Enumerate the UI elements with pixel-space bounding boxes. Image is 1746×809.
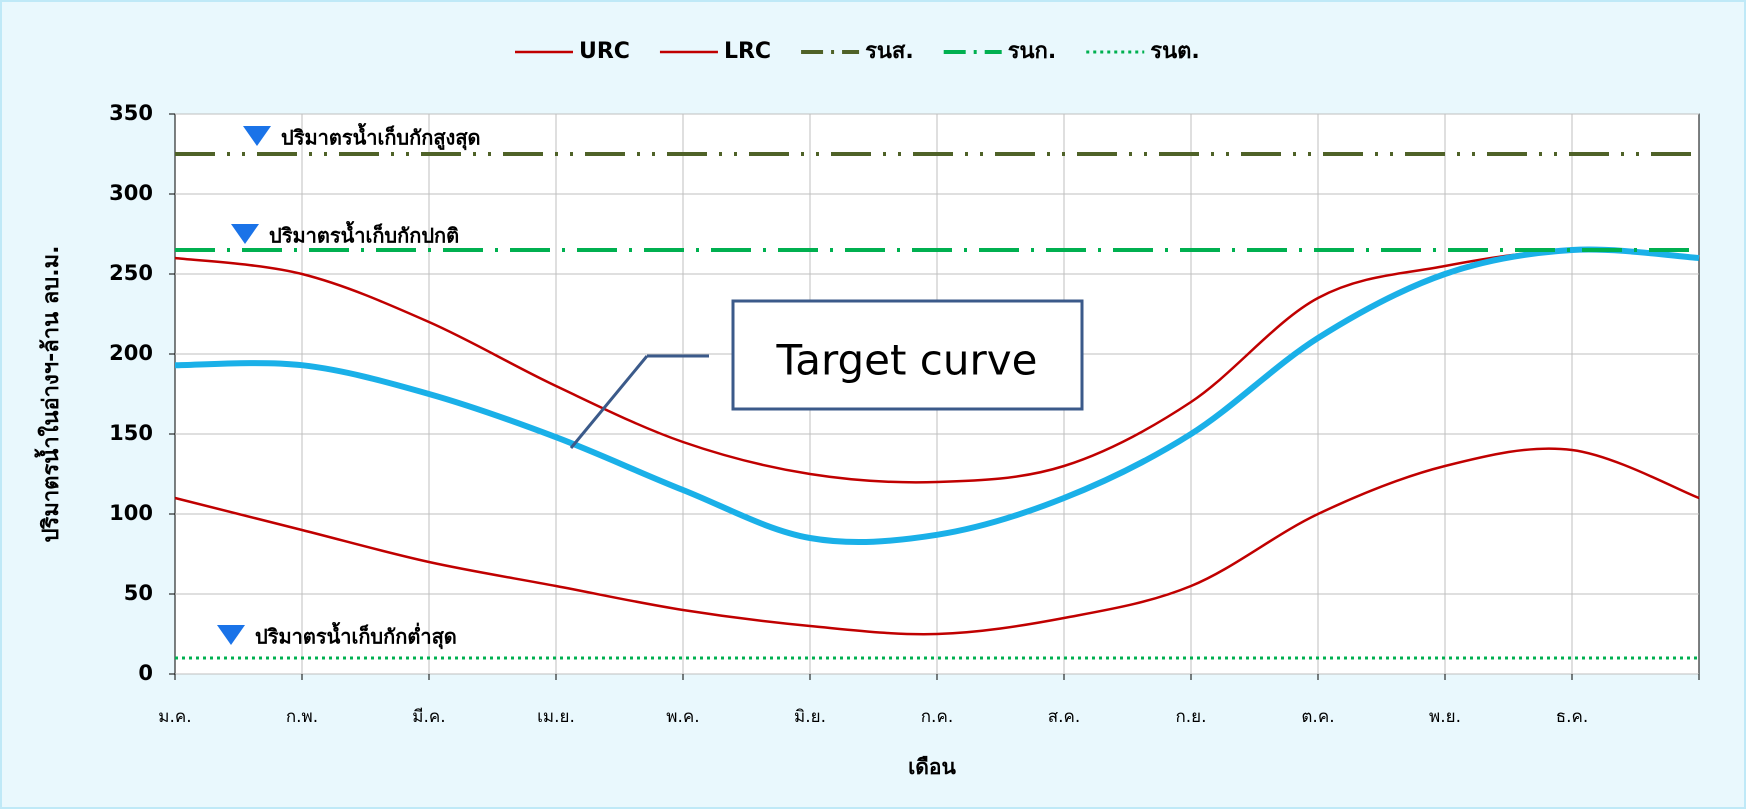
legend-label: URC bbox=[579, 39, 630, 64]
callout-leader bbox=[569, 355, 649, 449]
series-line bbox=[174, 447, 1700, 636]
y-axis-label: ปริมาตรน้ำในอ่างฯ-ล้าน ลบ.ม. bbox=[34, 246, 64, 543]
series-line bbox=[174, 246, 1700, 545]
x-tick-label: ม.ค. bbox=[158, 707, 191, 727]
y-tick-label: 50 bbox=[124, 581, 153, 605]
marker-triangle bbox=[243, 126, 271, 146]
x-tick-label: ก.พ. bbox=[286, 707, 318, 727]
y-tick-label: 300 bbox=[109, 181, 153, 205]
y-tick-label: 200 bbox=[109, 341, 153, 365]
callout-box bbox=[731, 299, 1084, 411]
annotation: ปริมาตรน้ำเก็บกักปกติ bbox=[269, 221, 459, 248]
x-axis-label: เดือน bbox=[908, 755, 956, 779]
x-tick-label: ส.ค. bbox=[1048, 707, 1081, 727]
legend-label: รนก. bbox=[1008, 39, 1057, 64]
x-tick-label: พ.ค. bbox=[666, 707, 699, 727]
marker-triangle bbox=[217, 625, 245, 645]
x-tick-label: พ.ย. bbox=[1429, 707, 1461, 727]
legend-label: รนส. bbox=[865, 39, 914, 64]
y-tick-label: 100 bbox=[109, 501, 153, 525]
marker-triangle bbox=[231, 224, 259, 244]
x-tick-label: ต.ค. bbox=[1301, 707, 1334, 727]
series-line bbox=[174, 248, 1700, 484]
y-tick-label: 350 bbox=[109, 101, 153, 125]
legend-label: รนต. bbox=[1150, 39, 1200, 64]
callout-text: Target curve bbox=[776, 336, 1038, 385]
y-tick-label: 250 bbox=[109, 261, 153, 285]
x-tick-label: มี.ค. bbox=[412, 707, 445, 727]
legend: URC LRC รนส. รนก. รนต. bbox=[515, 39, 1200, 64]
y-tick-label: 150 bbox=[109, 421, 153, 445]
lines bbox=[174, 152, 1700, 660]
annotation: ปริมาตรน้ำเก็บกักต่ำสุด bbox=[255, 622, 457, 650]
x-tick-label: ธ.ค. bbox=[1556, 707, 1589, 727]
x-tick-label: ก.ย. bbox=[1175, 707, 1206, 727]
x-tick-label: มิ.ย. bbox=[794, 707, 826, 727]
x-tick-label: ก.ค. bbox=[921, 707, 953, 727]
annotation: ปริมาตรน้ำเก็บกักสูงสุด bbox=[281, 123, 481, 152]
x-tick-label: เม.ย. bbox=[537, 707, 575, 727]
y-tick-label: 0 bbox=[138, 661, 153, 685]
legend-label: LRC bbox=[724, 39, 771, 64]
